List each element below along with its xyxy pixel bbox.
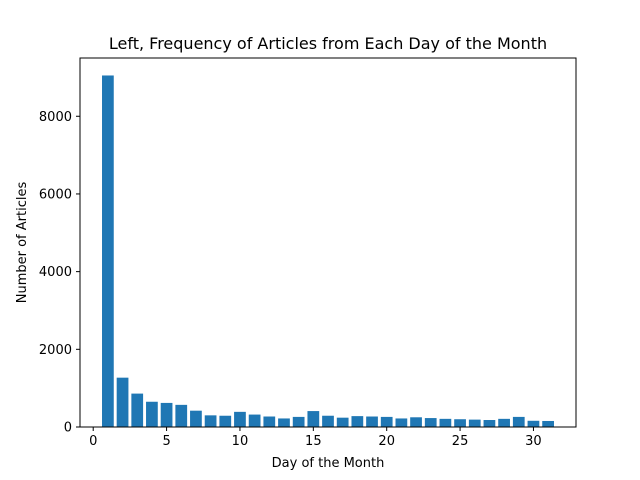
y-tick-label: 8000 [39, 110, 72, 125]
x-axis-ticks: 0 5 10 15 20 25 30 [89, 427, 542, 449]
bar-day-4 [146, 401, 158, 427]
y-axis-ticks: 0 2000 4000 6000 8000 [39, 110, 80, 436]
bar-day-28 [498, 418, 510, 427]
x-tick-label: 10 [232, 434, 249, 449]
x-tick-label: 5 [162, 434, 170, 449]
bar-day-27 [483, 420, 496, 427]
bar-day-5 [160, 402, 173, 427]
bar-day-12 [263, 416, 276, 427]
bar-day-3 [131, 393, 144, 427]
x-axis-label: Day of the Month [272, 456, 385, 471]
bar-day-29 [512, 416, 525, 427]
bar-day-1 [102, 75, 114, 428]
y-axis-label: Number of Articles [15, 182, 30, 304]
bar-day-22 [410, 417, 422, 427]
bar-day-10 [234, 411, 246, 427]
y-tick-label: 0 [64, 421, 72, 436]
bar-day-18 [351, 416, 364, 427]
bar-day-30 [527, 420, 540, 427]
bar-day-14 [292, 416, 305, 427]
bar-day-17 [336, 417, 349, 427]
bar-day-21 [395, 418, 408, 427]
y-tick-label: 2000 [39, 343, 72, 358]
x-tick-label: 30 [525, 434, 542, 449]
x-tick-label: 25 [452, 434, 469, 449]
bar-day-15 [307, 411, 320, 427]
bar-day-11 [248, 414, 261, 427]
bar-day-13 [278, 418, 290, 427]
bar-day-25 [454, 419, 466, 427]
bar-day-9 [219, 415, 232, 427]
bar-day-19 [366, 416, 378, 427]
chart-title: Left, Frequency of Articles from Each Da… [109, 34, 547, 53]
x-tick-label: 15 [305, 434, 322, 449]
bar-day-26 [468, 419, 481, 427]
bars-group [102, 75, 554, 428]
y-tick-label: 4000 [39, 265, 72, 280]
bar-day-7 [190, 410, 202, 427]
x-tick-label: 20 [378, 434, 395, 449]
bar-day-2 [116, 377, 129, 427]
bar-day-23 [424, 418, 437, 427]
x-tick-label: 0 [89, 434, 97, 449]
y-tick-label: 6000 [39, 187, 72, 202]
bar-day-20 [380, 416, 393, 427]
bar-day-6 [175, 404, 188, 427]
bar-day-16 [322, 415, 334, 427]
bar-day-24 [439, 418, 452, 427]
plot-frame [79, 57, 577, 428]
bar-day-8 [204, 415, 217, 427]
bar-day-31 [542, 420, 554, 427]
